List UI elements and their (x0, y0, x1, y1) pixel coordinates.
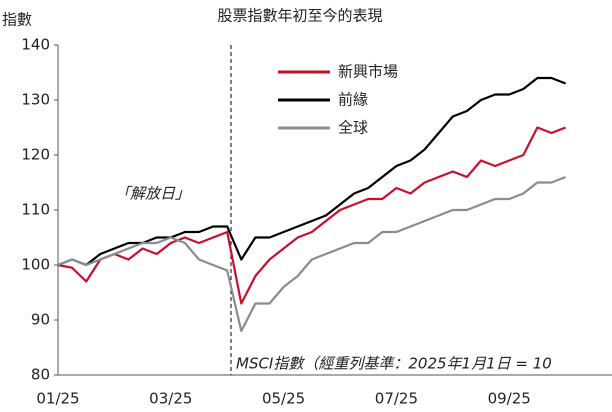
x-tick-label: 03/25 (149, 390, 192, 408)
series-line (57, 175, 566, 333)
y-tick-label: 90 (31, 311, 50, 329)
y-tick-label: 140 (21, 36, 50, 54)
legend-label: 前緣 (338, 91, 368, 109)
x-tick-label: 05/25 (262, 390, 305, 408)
x-tick-label: 01/25 (36, 390, 79, 408)
series-line (57, 76, 566, 267)
footnote: MSCI指數（經重列基準：2025年1月1日 = 10 (236, 355, 552, 373)
x-tick-label: 07/25 (375, 390, 418, 408)
y-tick-label: 80 (31, 366, 50, 384)
series-line (57, 126, 566, 305)
y-tick-label: 100 (21, 256, 50, 274)
legend-label: 新興市場 (338, 63, 398, 81)
y-axis-label: 指數 (2, 11, 32, 29)
legend-label: 全球 (338, 119, 368, 137)
y-tick-label: 130 (21, 91, 50, 109)
y-tick-label: 120 (21, 146, 50, 164)
annotation: 「解放日」 (115, 185, 190, 203)
chart-title: 股票指數年初至今的表現 (217, 7, 382, 25)
x-tick-label: 09/25 (488, 390, 531, 408)
y-tick-label: 110 (21, 201, 50, 219)
